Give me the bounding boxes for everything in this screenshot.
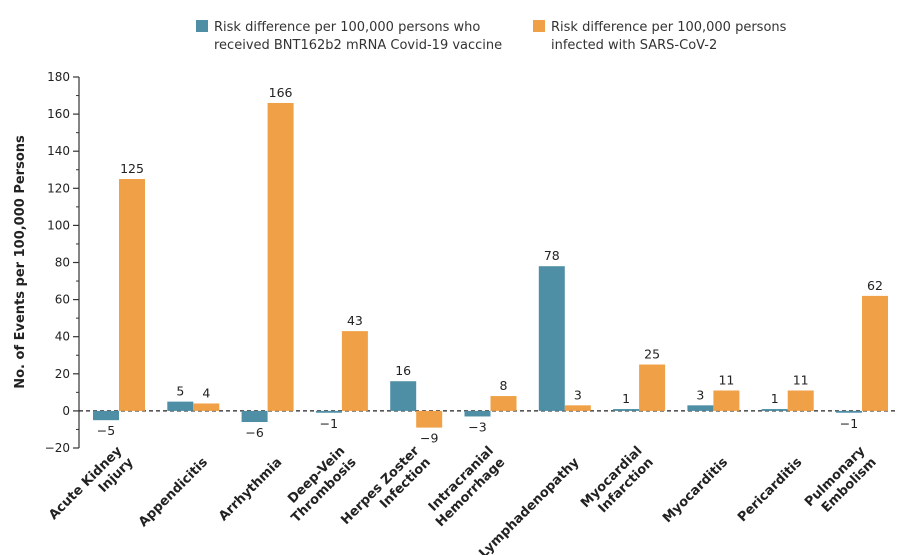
bar-infection bbox=[341, 331, 368, 411]
y-tick-label: 160 bbox=[47, 107, 70, 121]
value-label-vaccine: −6 bbox=[245, 425, 263, 440]
y-tick-label: 20 bbox=[55, 367, 70, 381]
value-label-vaccine: 5 bbox=[176, 384, 184, 399]
value-label-vaccine: −3 bbox=[468, 419, 486, 434]
bar-vaccine bbox=[315, 410, 342, 413]
bar-infection bbox=[267, 102, 294, 411]
value-label-vaccine: 3 bbox=[696, 387, 704, 402]
value-label-vaccine: 1 bbox=[771, 391, 779, 406]
bar-vaccine bbox=[464, 410, 491, 417]
bar-vaccine bbox=[836, 410, 862, 413]
value-label-infection: 25 bbox=[644, 347, 660, 362]
legend-label-infection-line-2: infected with SARS-CoV-2 bbox=[551, 38, 717, 53]
y-tick-label: 100 bbox=[47, 218, 70, 232]
bar-infection bbox=[713, 390, 740, 411]
category-label: Myocarditis bbox=[660, 455, 731, 526]
y-tick-label: −20 bbox=[45, 441, 70, 455]
bar-vaccine bbox=[93, 410, 119, 421]
bar-vaccine bbox=[761, 409, 788, 411]
value-label-infection: 62 bbox=[867, 278, 883, 293]
y-tick-label: 120 bbox=[47, 181, 70, 195]
y-tick-label: 60 bbox=[55, 293, 70, 307]
bar-vaccine bbox=[390, 381, 417, 411]
bar-infection bbox=[193, 403, 220, 411]
bar-vaccine bbox=[538, 266, 565, 411]
value-label-infection: 11 bbox=[718, 372, 734, 387]
value-label-infection: 125 bbox=[120, 161, 144, 176]
legend-label-vaccine-line-2: received BNT162b2 mRNA Covid-19 vaccine bbox=[214, 38, 502, 53]
legend-label-vaccine-line-1: Risk difference per 100,000 persons who bbox=[214, 20, 480, 35]
bar-infection bbox=[862, 295, 888, 411]
value-label-infection: −9 bbox=[420, 431, 438, 446]
category-label-line: Appendicitis bbox=[136, 455, 211, 530]
bar-vaccine bbox=[167, 401, 194, 411]
value-label-vaccine: −5 bbox=[97, 423, 115, 438]
legend-label-infection-line-1: Risk difference per 100,000 persons bbox=[551, 20, 787, 35]
legend-swatch-vaccine bbox=[196, 20, 208, 32]
legend-swatch-infection bbox=[533, 20, 545, 32]
value-label-infection: 43 bbox=[347, 313, 363, 328]
y-tick-label: 180 bbox=[47, 70, 70, 84]
bars bbox=[93, 102, 888, 428]
bar-infection bbox=[639, 364, 666, 411]
bar-vaccine bbox=[687, 405, 714, 411]
bar-vaccine bbox=[613, 409, 640, 411]
y-tick-label: 80 bbox=[55, 256, 70, 270]
bar-infection bbox=[564, 405, 591, 411]
category-label: Appendicitis bbox=[136, 455, 211, 530]
bar-infection bbox=[787, 390, 814, 411]
y-axis-title: No. of Events per 100,000 Persons bbox=[13, 135, 28, 389]
value-label-vaccine: 16 bbox=[395, 363, 411, 378]
value-label-infection: 8 bbox=[500, 378, 508, 393]
y-tick-label: 40 bbox=[55, 330, 70, 344]
category-label: Pericarditis bbox=[735, 455, 805, 525]
category-label-line: Pericarditis bbox=[735, 455, 805, 525]
legend: Risk difference per 100,000 persons who … bbox=[196, 20, 787, 53]
value-label-infection: 3 bbox=[574, 387, 582, 402]
y-tick-label: 140 bbox=[47, 144, 70, 158]
category-label-line: Myocarditis bbox=[660, 455, 731, 526]
value-label-infection: 4 bbox=[202, 385, 210, 400]
value-label-infection: 166 bbox=[269, 85, 293, 100]
value-label-vaccine: −1 bbox=[320, 416, 338, 431]
value-label-vaccine: −1 bbox=[840, 416, 858, 431]
bar-infection bbox=[119, 179, 145, 411]
category-label: Arrhythmia bbox=[216, 455, 285, 524]
bar-infection bbox=[490, 396, 517, 411]
bar-vaccine bbox=[241, 410, 268, 423]
y-tick-label: 0 bbox=[62, 404, 70, 418]
value-label-infection: 11 bbox=[793, 372, 809, 387]
axes: −20 0 20 40 60 80 100 120 140 160 180 bbox=[45, 70, 895, 455]
value-label-vaccine: 78 bbox=[544, 248, 560, 263]
bar-infection bbox=[416, 410, 443, 428]
category-label-line: Arrhythmia bbox=[216, 455, 285, 524]
value-label-vaccine: 1 bbox=[622, 391, 630, 406]
